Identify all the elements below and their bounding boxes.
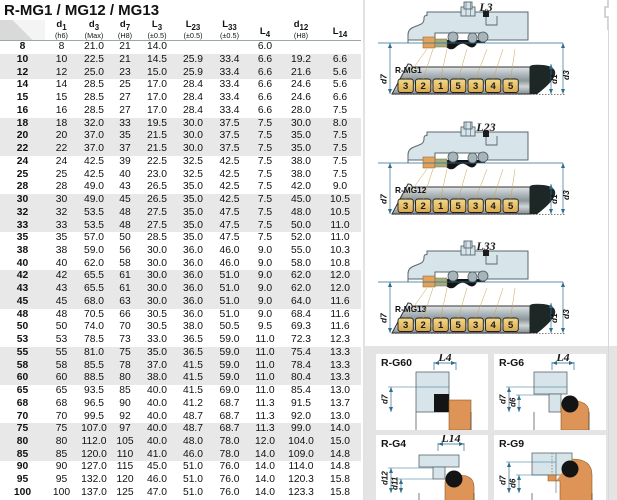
svg-text:1: 1 bbox=[438, 81, 444, 92]
svg-text:2: 2 bbox=[421, 201, 426, 212]
svg-text:3: 3 bbox=[403, 320, 408, 331]
svg-text:d1: d1 bbox=[549, 313, 559, 323]
svg-text:R-G6: R-G6 bbox=[499, 357, 524, 369]
svg-text:3: 3 bbox=[473, 81, 478, 92]
svg-text:d6: d6 bbox=[509, 478, 518, 488]
svg-text:4: 4 bbox=[491, 81, 497, 92]
svg-text:d3: d3 bbox=[561, 309, 571, 319]
svg-text:5: 5 bbox=[508, 320, 514, 331]
svg-text:L14: L14 bbox=[440, 435, 460, 445]
svg-text:3: 3 bbox=[403, 201, 408, 212]
svg-text:R-G60: R-G60 bbox=[381, 357, 412, 369]
svg-text:R-G4: R-G4 bbox=[381, 438, 406, 450]
svg-text:3: 3 bbox=[473, 201, 478, 212]
svg-text:L4: L4 bbox=[437, 354, 451, 364]
svg-text:d11: d11 bbox=[391, 476, 400, 490]
svg-text:3: 3 bbox=[403, 81, 408, 92]
svg-text:3: 3 bbox=[473, 320, 478, 331]
svg-text:d6: d6 bbox=[509, 397, 518, 407]
svg-text:R-MG12: R-MG12 bbox=[395, 185, 427, 195]
svg-text:d7: d7 bbox=[381, 394, 390, 404]
svg-text:d1: d1 bbox=[549, 194, 559, 204]
svg-text:d3: d3 bbox=[561, 190, 571, 200]
svg-text:d1: d1 bbox=[549, 74, 559, 84]
svg-text:d7: d7 bbox=[379, 313, 389, 323]
svg-text:1: 1 bbox=[438, 320, 444, 331]
svg-text:4: 4 bbox=[491, 201, 497, 212]
svg-text:2: 2 bbox=[421, 81, 426, 92]
svg-text:R-MG1: R-MG1 bbox=[395, 65, 422, 75]
svg-text:d7: d7 bbox=[499, 394, 508, 404]
svg-text:5: 5 bbox=[508, 201, 514, 212]
svg-text:d7: d7 bbox=[499, 475, 508, 485]
svg-text:d3: d3 bbox=[561, 70, 571, 80]
svg-text:R-G9: R-G9 bbox=[499, 438, 524, 450]
svg-text:5: 5 bbox=[456, 81, 462, 92]
svg-text:5: 5 bbox=[456, 201, 462, 212]
svg-text:5: 5 bbox=[456, 320, 462, 331]
svg-text:L4: L4 bbox=[555, 354, 569, 364]
svg-text:d7: d7 bbox=[379, 194, 389, 204]
svg-text:5: 5 bbox=[508, 81, 514, 92]
svg-text:d7: d7 bbox=[379, 74, 389, 84]
svg-text:2: 2 bbox=[421, 320, 426, 331]
svg-text:d12: d12 bbox=[381, 471, 390, 485]
svg-text:R-MG13: R-MG13 bbox=[395, 304, 427, 314]
svg-text:4: 4 bbox=[491, 320, 497, 331]
svg-text:1: 1 bbox=[438, 201, 444, 212]
